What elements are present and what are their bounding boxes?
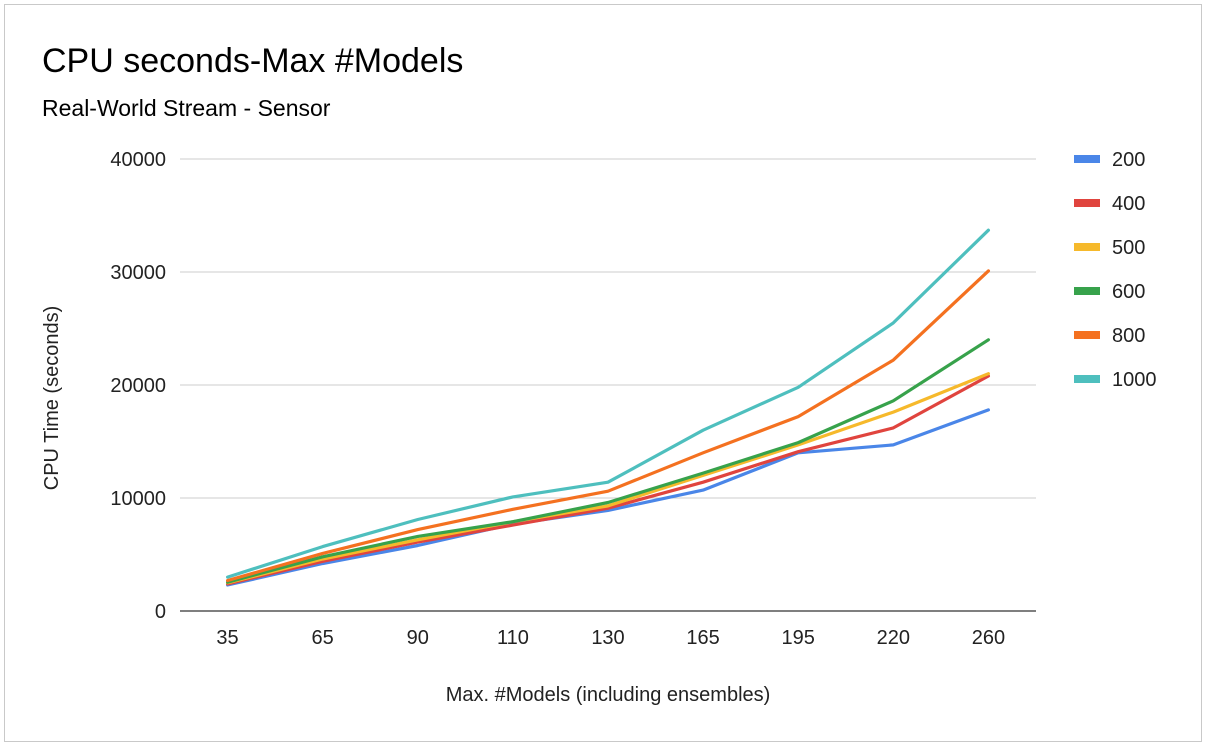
x-tick-label: 195 [782, 627, 815, 649]
series-lines [226, 228, 991, 587]
x-axis-ticks: 35 65 90 110 130 165 195 220 260 [216, 627, 1005, 649]
series-line-800 [226, 269, 991, 583]
legend-swatch-200 [1074, 155, 1100, 163]
x-tick-label: 90 [407, 627, 429, 649]
legend-swatch-400 [1074, 199, 1100, 207]
x-tick-label: 35 [216, 627, 238, 649]
legend: 200 400 500 600 800 1000 [1074, 149, 1157, 391]
legend-swatch-1000 [1074, 375, 1100, 383]
chart-subtitle: Real-World Stream - Sensor [42, 95, 331, 121]
x-axis-label: Max. #Models (including ensembles) [446, 684, 771, 706]
legend-swatch-800 [1074, 331, 1100, 339]
series-line-200 [226, 408, 991, 587]
chart-title: CPU seconds-Max #Models [42, 42, 463, 80]
legend-label: 500 [1112, 237, 1145, 259]
y-axis-ticks: 0 10000 20000 30000 40000 [110, 149, 166, 623]
chart-frame [4, 4, 1202, 742]
legend-label: 400 [1112, 193, 1145, 215]
series-line-500 [226, 372, 991, 585]
legend-label: 600 [1112, 281, 1145, 303]
y-tick-label: 40000 [110, 149, 166, 171]
gridlines [180, 158, 1036, 499]
legend-label: 1000 [1112, 369, 1157, 391]
y-tick-label: 20000 [110, 375, 166, 397]
y-tick-label: 30000 [110, 262, 166, 284]
y-axis-label: CPU Time (seconds) [41, 306, 63, 491]
legend-swatch-600 [1074, 287, 1100, 295]
x-tick-label: 220 [877, 627, 910, 649]
x-tick-label: 110 [497, 627, 529, 649]
x-tick-label: 65 [312, 627, 334, 649]
legend-label: 200 [1112, 149, 1145, 171]
x-tick-label: 165 [686, 627, 719, 649]
legend-swatch-500 [1074, 243, 1100, 251]
x-tick-label: 130 [591, 627, 624, 649]
series-line-400 [226, 374, 991, 586]
series-line-600 [226, 338, 991, 584]
x-tick-label: 260 [972, 627, 1005, 649]
y-tick-label: 10000 [110, 488, 166, 510]
series-line-1000 [226, 228, 991, 579]
y-tick-label: 0 [155, 601, 166, 623]
legend-label: 800 [1112, 325, 1145, 347]
